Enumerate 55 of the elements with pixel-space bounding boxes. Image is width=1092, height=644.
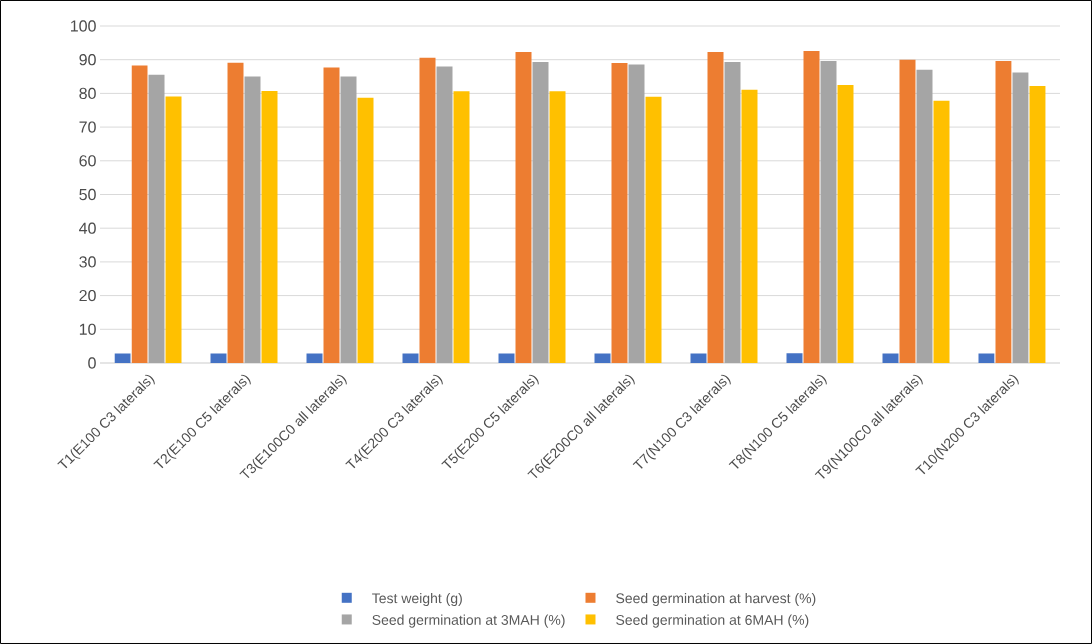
bar xyxy=(419,57,436,363)
bar xyxy=(916,69,933,363)
legend-label: Seed germination at 6MAH (%) xyxy=(616,614,809,628)
bar xyxy=(978,353,995,363)
bar xyxy=(995,61,1012,363)
bar xyxy=(899,59,916,363)
bar xyxy=(549,91,566,363)
bar xyxy=(244,76,261,363)
y-tick-label: 20 xyxy=(79,289,96,302)
bar xyxy=(820,61,837,363)
bar xyxy=(227,62,244,363)
bar xyxy=(837,84,854,363)
bar xyxy=(402,353,419,363)
bar xyxy=(340,76,357,363)
bar xyxy=(786,353,803,363)
y-tick-label: 0 xyxy=(88,357,96,369)
y-tick-label: 60 xyxy=(79,155,96,167)
bar xyxy=(741,89,758,363)
bar xyxy=(165,96,182,363)
bar xyxy=(357,97,374,363)
bar xyxy=(114,353,131,363)
bar xyxy=(645,96,662,363)
bar xyxy=(532,62,549,363)
y-tick-label: 70 xyxy=(79,121,96,133)
bar xyxy=(882,353,899,363)
bar xyxy=(323,67,340,363)
y-tick-label: 50 xyxy=(79,188,96,201)
bar xyxy=(131,65,148,363)
bar xyxy=(498,353,515,363)
bar xyxy=(1012,72,1029,363)
bar xyxy=(611,63,628,363)
bar xyxy=(933,100,950,363)
bar xyxy=(628,64,645,363)
bar xyxy=(261,91,278,363)
bar xyxy=(707,51,724,363)
y-tick-label: 80 xyxy=(79,87,96,100)
y-tick-label: 90 xyxy=(79,54,96,66)
legend-label: Seed germination at 3MAH (%) xyxy=(372,614,565,628)
legend-label: Test weight (g) xyxy=(372,592,462,607)
y-tick-label: 10 xyxy=(79,323,96,335)
legend-label: Seed germination at harvest (%) xyxy=(616,592,816,607)
bar xyxy=(690,353,707,363)
y-tick-label: 40 xyxy=(79,222,96,234)
y-tick-label: 100 xyxy=(71,20,96,32)
bar xyxy=(803,50,820,363)
bar xyxy=(453,91,470,363)
bar xyxy=(594,353,611,363)
bar xyxy=(436,66,453,363)
bar xyxy=(515,51,532,363)
bar xyxy=(210,353,227,363)
bar xyxy=(306,353,323,363)
bar xyxy=(148,74,165,363)
bar xyxy=(724,62,741,363)
bar xyxy=(1029,85,1046,363)
y-tick-label: 30 xyxy=(79,256,96,268)
